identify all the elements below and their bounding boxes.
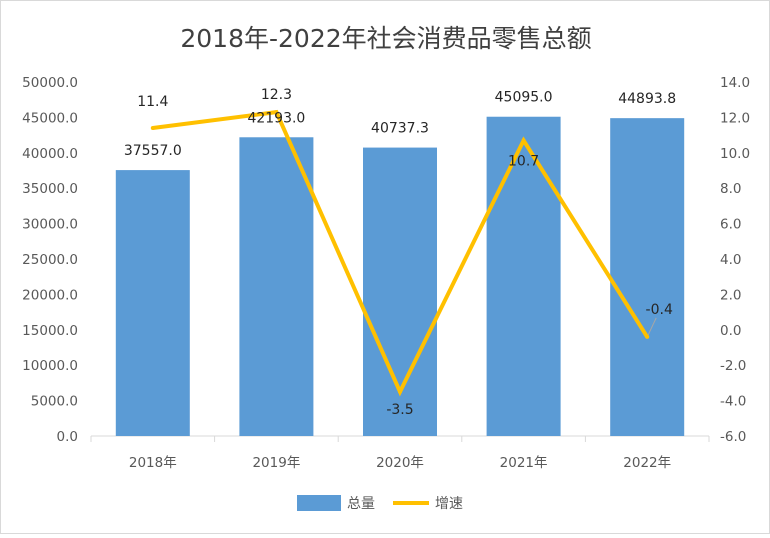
line-point-growth — [398, 389, 402, 394]
line-data-label: -3.5 — [386, 402, 413, 418]
x-axis-tick-label: 2019年 — [252, 455, 300, 471]
left-axis-tick-label: 15000.0 — [22, 323, 78, 339]
legend-label-growth: 增速 — [435, 496, 463, 512]
left-axis: 0.0 5000.0 10000.0 15000.0 20000.0 25000.0 300… — [22, 75, 78, 445]
right-axis-tick-label: 12.0 — [720, 110, 750, 126]
line-series — [150, 109, 650, 397]
left-axis-tick-label: 0.0 — [57, 429, 78, 445]
right-axis-tick-label: -6.0 — [720, 429, 746, 445]
bar-data-label: 40737.3 — [371, 121, 429, 137]
legend: 总量 增速 — [297, 495, 463, 512]
line-data-label: 11.4 — [137, 94, 168, 110]
x-axis-tick-label: 2020年 — [376, 455, 424, 471]
legend-swatch-total — [297, 495, 341, 511]
line-point-growth — [645, 334, 650, 339]
right-axis-tick-label: 14.0 — [720, 75, 750, 91]
chart-title: 2018年-2022年社会消费品零售总额 — [180, 24, 591, 53]
left-axis-tick-label: 30000.0 — [22, 217, 78, 233]
bar-total — [239, 137, 314, 436]
right-axis-tick-label: 0.0 — [720, 323, 741, 339]
bar-data-label: 42193.0 — [247, 110, 305, 126]
left-axis-tick-label: 35000.0 — [22, 181, 78, 197]
line-point-growth — [274, 110, 279, 115]
line-point-growth — [521, 138, 526, 143]
x-axis: 2018年 2019年 2020年 2021年 2022年 — [90, 435, 710, 471]
right-axis-tick-label: 4.0 — [720, 252, 741, 268]
line-data-label: 10.7 — [508, 153, 539, 169]
bar-data-label: 45095.0 — [495, 90, 553, 106]
x-axis-tick-label: 2022年 — [623, 455, 671, 471]
right-axis-tick-label: -2.0 — [720, 358, 746, 374]
bar-total — [610, 118, 685, 437]
line-data-label: 12.3 — [261, 87, 292, 103]
data-label-leader-line — [647, 317, 657, 336]
left-axis-tick-label: 45000.0 — [22, 110, 78, 126]
right-axis-tick-label: -4.0 — [720, 394, 746, 410]
bar-data-label: 44893.8 — [618, 91, 676, 107]
bar-total — [486, 116, 561, 436]
data-labels: 37557.0 42193.0 40737.3 45095.0 44893.8 11.4 1… — [124, 87, 676, 418]
left-axis-tick-label: 40000.0 — [22, 146, 78, 162]
left-axis-tick-label: 25000.0 — [22, 252, 78, 268]
line-data-label: -0.4 — [646, 302, 673, 318]
right-axis-tick-label: 2.0 — [720, 287, 741, 303]
right-axis-tick-label: 6.0 — [720, 217, 741, 233]
x-axis-tick-label: 2018年 — [129, 455, 177, 471]
left-axis-tick-label: 20000.0 — [22, 287, 78, 303]
bar-series — [115, 116, 685, 437]
right-axis: -6.0 -4.0 -2.0 0.0 2.0 4.0 6.0 8.0 10.0 12.0 14.0 — [720, 75, 750, 445]
left-axis-tick-label: 5000.0 — [31, 394, 78, 410]
legend-label-total: 总量 — [347, 496, 375, 512]
right-axis-tick-label: 8.0 — [720, 181, 741, 197]
x-axis-tick-label: 2021年 — [500, 455, 548, 471]
right-axis-tick-label: 10.0 — [720, 146, 750, 162]
left-axis-tick-label: 10000.0 — [22, 358, 78, 374]
line-point-growth — [150, 126, 155, 131]
bar-data-label: 37557.0 — [124, 143, 182, 159]
bar-total — [115, 170, 190, 436]
left-axis-tick-label: 50000.0 — [22, 75, 78, 91]
